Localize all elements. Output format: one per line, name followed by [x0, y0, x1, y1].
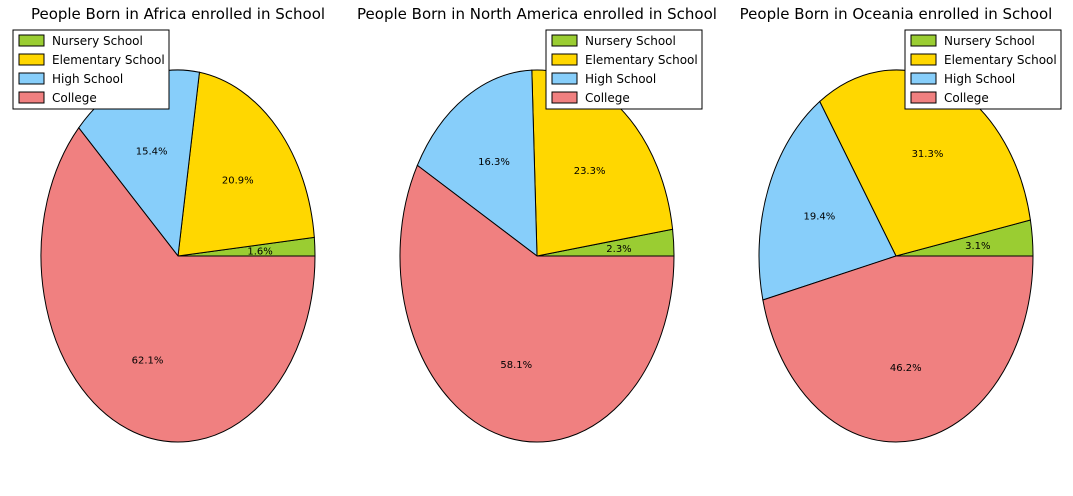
- legend-label: High School: [585, 72, 656, 86]
- legend-label: Nursery School: [585, 34, 676, 48]
- legend-label: High School: [944, 72, 1015, 86]
- pie-slice-high-school: [758, 100, 897, 301]
- legend-label: College: [944, 91, 989, 105]
- slice-percent-label: 58.1%: [500, 360, 532, 371]
- slice-percent-label: 46.2%: [890, 363, 922, 374]
- pie-slice-high-school: [416, 69, 538, 258]
- chart-title: People Born in Oceania enrolled in Schoo…: [740, 5, 1053, 23]
- legend-swatch-elementary-school: [910, 53, 937, 66]
- pie-slice-college: [399, 164, 675, 443]
- legend-swatch-high-school: [551, 72, 578, 85]
- slice-percent-label: 20.9%: [222, 175, 254, 186]
- pie-chart-2: People Born in North America enrolled in…: [357, 5, 717, 443]
- slice-percent-label: 31.3%: [912, 149, 944, 160]
- slice-percent-label: 16.3%: [478, 157, 510, 168]
- slice-percent-label: 2.3%: [606, 244, 631, 255]
- legend: Nursery School Elementary School High Scho…: [12, 29, 170, 110]
- pie-slice-elementary-school: [177, 71, 315, 257]
- pie-chart-1: People Born in Africa enrolled in School…: [12, 5, 325, 443]
- legend-label: Elementary School: [52, 53, 165, 67]
- legend-swatch-college: [18, 91, 45, 104]
- legend: Nursery School Elementary School High Scho…: [545, 29, 703, 110]
- chart-title: People Born in North America enrolled in…: [357, 5, 717, 23]
- slice-percent-label: 15.4%: [136, 146, 168, 157]
- legend-label: Nursery School: [944, 34, 1035, 48]
- legend-label: High School: [52, 72, 123, 86]
- legend-label: Nursery School: [52, 34, 143, 48]
- slice-percent-label: 23.3%: [574, 166, 606, 177]
- slice-percent-label: 1.6%: [247, 246, 272, 257]
- legend-swatch-elementary-school: [18, 53, 45, 66]
- legend-swatch-elementary-school: [551, 53, 578, 66]
- pie-slice-college: [762, 255, 1034, 443]
- legend-label: College: [52, 91, 97, 105]
- legend-swatch-nursery-school: [18, 34, 45, 47]
- legend-swatch-nursery-school: [910, 34, 937, 47]
- legend: Nursery School Elementary School High Scho…: [904, 29, 1062, 110]
- legend-label: Elementary School: [585, 53, 698, 67]
- slice-percent-label: 19.4%: [803, 212, 835, 223]
- legend-swatch-high-school: [18, 72, 45, 85]
- legend-label: College: [585, 91, 630, 105]
- pie-slice-college: [40, 126, 316, 443]
- slice-percent-label: 3.1%: [965, 241, 990, 252]
- legend-label: Elementary School: [944, 53, 1057, 67]
- legend-swatch-college: [551, 91, 578, 104]
- chart-title: People Born in Africa enrolled in School: [31, 5, 325, 23]
- slice-percent-label: 62.1%: [132, 356, 164, 367]
- legend-swatch-nursery-school: [551, 34, 578, 47]
- legend-swatch-high-school: [910, 72, 937, 85]
- legend-swatch-college: [910, 91, 937, 104]
- pie-chart-3: People Born in Oceania enrolled in Schoo…: [740, 5, 1062, 443]
